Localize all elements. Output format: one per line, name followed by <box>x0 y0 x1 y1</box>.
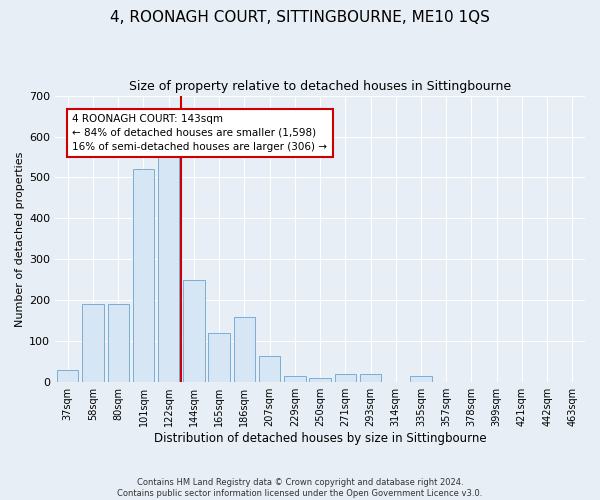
Bar <box>208 333 230 382</box>
Bar <box>57 370 79 382</box>
Text: 4, ROONAGH COURT, SITTINGBOURNE, ME10 1QS: 4, ROONAGH COURT, SITTINGBOURNE, ME10 1Q… <box>110 10 490 25</box>
Bar <box>310 378 331 382</box>
Text: Contains HM Land Registry data © Crown copyright and database right 2024.
Contai: Contains HM Land Registry data © Crown c… <box>118 478 482 498</box>
Bar <box>360 374 381 382</box>
Bar <box>284 376 305 382</box>
Bar <box>410 376 432 382</box>
Bar <box>259 356 280 382</box>
Title: Size of property relative to detached houses in Sittingbourne: Size of property relative to detached ho… <box>129 80 511 93</box>
Bar <box>233 316 255 382</box>
Bar <box>133 170 154 382</box>
Bar <box>82 304 104 382</box>
Bar <box>158 151 179 382</box>
Bar <box>183 280 205 382</box>
Y-axis label: Number of detached properties: Number of detached properties <box>15 151 25 326</box>
Bar <box>335 374 356 382</box>
Text: 4 ROONAGH COURT: 143sqm
← 84% of detached houses are smaller (1,598)
16% of semi: 4 ROONAGH COURT: 143sqm ← 84% of detache… <box>73 114 328 152</box>
Bar <box>107 304 129 382</box>
X-axis label: Distribution of detached houses by size in Sittingbourne: Distribution of detached houses by size … <box>154 432 487 445</box>
